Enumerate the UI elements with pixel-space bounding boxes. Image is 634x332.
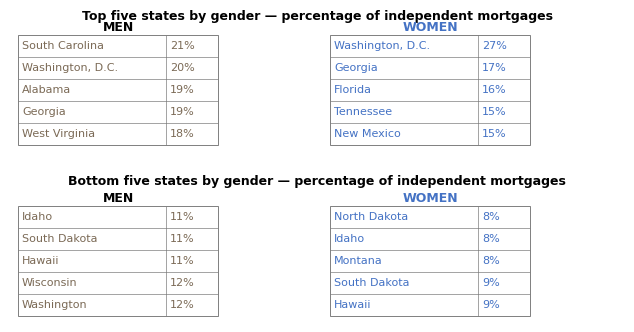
Text: Washington, D.C.: Washington, D.C. [334,41,430,51]
Bar [18,206,218,316]
Text: 11%: 11% [170,234,195,244]
Text: WOMEN: WOMEN [402,21,458,34]
Text: 19%: 19% [170,85,195,95]
Text: Hawaii: Hawaii [22,256,60,266]
Text: Tennessee: Tennessee [334,107,392,117]
Text: New Mexico: New Mexico [334,129,401,139]
Text: Washington, D.C.: Washington, D.C. [22,63,118,73]
Text: Georgia: Georgia [22,107,66,117]
Text: 19%: 19% [170,107,195,117]
Text: Hawaii: Hawaii [334,300,372,310]
Text: 15%: 15% [482,129,507,139]
Text: South Dakota: South Dakota [334,278,410,288]
Text: 18%: 18% [170,129,195,139]
Text: West Virginia: West Virginia [22,129,95,139]
Text: MEN: MEN [102,21,134,34]
Text: 20%: 20% [170,63,195,73]
Bar [330,206,530,316]
Text: 27%: 27% [482,41,507,51]
Text: 16%: 16% [482,85,507,95]
Text: 15%: 15% [482,107,507,117]
Text: 8%: 8% [482,234,500,244]
Text: Montana: Montana [334,256,383,266]
Text: 17%: 17% [482,63,507,73]
Text: 11%: 11% [170,212,195,222]
Text: Idaho: Idaho [22,212,53,222]
Text: Washington: Washington [22,300,87,310]
Text: Georgia: Georgia [334,63,378,73]
Text: MEN: MEN [102,192,134,205]
Text: Idaho: Idaho [334,234,365,244]
Text: Top five states by gender — percentage of independent mortgages: Top five states by gender — percentage o… [82,10,552,23]
Text: 12%: 12% [170,300,195,310]
Text: North Dakota: North Dakota [334,212,408,222]
Text: 12%: 12% [170,278,195,288]
Bar [18,35,218,145]
Text: 11%: 11% [170,256,195,266]
Text: WOMEN: WOMEN [402,192,458,205]
Text: 9%: 9% [482,278,500,288]
Text: 21%: 21% [170,41,195,51]
Text: Alabama: Alabama [22,85,71,95]
Text: South Dakota: South Dakota [22,234,98,244]
Text: 8%: 8% [482,256,500,266]
Text: 9%: 9% [482,300,500,310]
Text: 8%: 8% [482,212,500,222]
Text: Florida: Florida [334,85,372,95]
Text: Bottom five states by gender — percentage of independent mortgages: Bottom five states by gender — percentag… [68,175,566,188]
Bar [330,35,530,145]
Text: South Carolina: South Carolina [22,41,104,51]
Text: Wisconsin: Wisconsin [22,278,77,288]
